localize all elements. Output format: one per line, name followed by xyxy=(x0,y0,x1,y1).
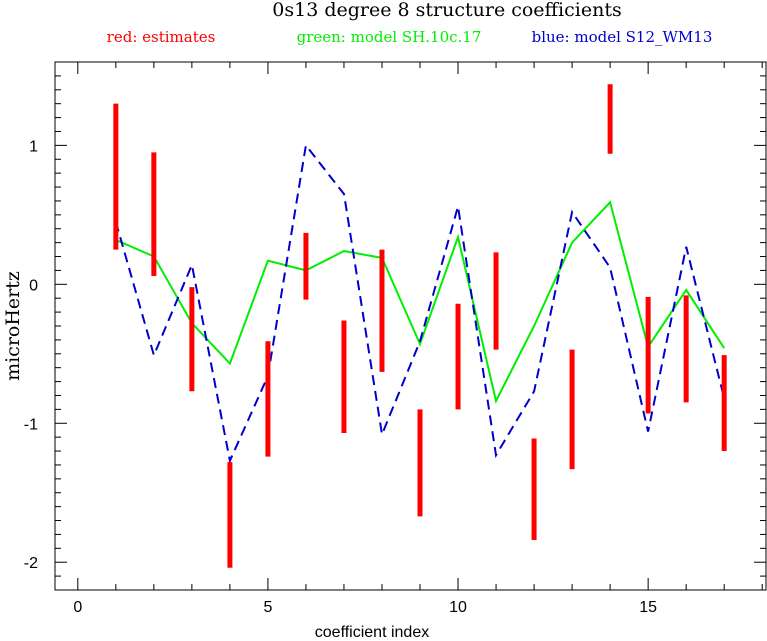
axis-ticks xyxy=(55,62,766,591)
y-tick-label-minus-2: -2 xyxy=(24,555,38,572)
x-tick-label-10: 10 xyxy=(449,599,467,616)
x-axis-label: coefficient index xyxy=(315,624,429,641)
x-tick-label-0: 0 xyxy=(73,599,82,616)
y-axis-label: microHertz xyxy=(2,271,24,381)
legend-blue-model: blue: model S12_WM13 xyxy=(532,28,713,46)
x-tick-label-5: 5 xyxy=(263,599,272,616)
legend-estimates: red: estimates xyxy=(107,28,216,46)
plot-frame xyxy=(54,61,767,591)
legend-green-model: green: model SH.10c.17 xyxy=(297,28,482,46)
series-line-blue-model xyxy=(114,142,726,465)
plot-marks xyxy=(113,84,727,568)
chart-title: 0s13 degree 8 structure coefficients xyxy=(272,0,621,21)
y-tick-label-1: 1 xyxy=(29,138,38,155)
y-tick-label-minus-1: -1 xyxy=(24,416,38,433)
series-line-green-model xyxy=(115,200,726,404)
x-tick-label-15: 15 xyxy=(639,599,657,616)
y-tick-label-0: 0 xyxy=(29,277,38,294)
